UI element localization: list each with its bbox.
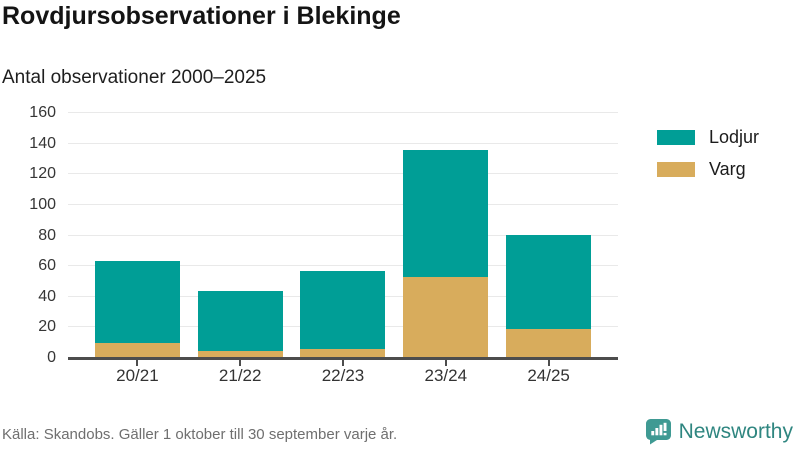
- gridline-120: [68, 173, 618, 175]
- x-axis-line: [68, 357, 618, 360]
- bar-21/22: [197, 291, 283, 357]
- x-axis-ticks: [86, 360, 600, 367]
- gridline-100: [68, 203, 618, 205]
- gridline-80: [68, 234, 618, 236]
- legend-swatch-varg: [657, 162, 695, 177]
- legend-swatch-lodjur: [657, 130, 695, 145]
- y-tick-label-20: 20: [38, 318, 56, 336]
- x-tick-21/22: [189, 360, 292, 367]
- page-title: Rovdjursobservationer i Blekinge: [2, 2, 401, 30]
- bar-slot-22/23: [292, 100, 395, 357]
- newsworthy-logo-icon: [645, 419, 671, 445]
- legend-label: Lodjur: [709, 127, 760, 147]
- x-tick-mark: [341, 360, 344, 366]
- gridline-60: [68, 265, 618, 267]
- bar-segment-varg-23/24: [403, 277, 489, 357]
- bar-segment-lodjur-24/25: [506, 234, 592, 330]
- y-tick-label-0: 0: [47, 349, 56, 366]
- x-tick-label-22/23: 22/23: [321, 366, 365, 385]
- bar-slot-23/24: [394, 100, 497, 357]
- bar-slot-24/25: [497, 100, 600, 357]
- legend: Lodjur Varg: [657, 127, 759, 191]
- bar-20/21: [94, 260, 180, 357]
- x-tick-label-21/22: 21/22: [218, 366, 262, 385]
- chart-subtitle: Antal observationer 2000–2025: [2, 67, 267, 88]
- x-tick-label-23/24: 23/24: [424, 366, 468, 385]
- x-tick-mark: [136, 360, 139, 366]
- bar-segment-varg-21/22: [197, 350, 283, 357]
- bar-segment-lodjur-20/21: [94, 260, 180, 344]
- y-tick-label-160: 160: [29, 104, 56, 121]
- x-tick-mark: [239, 360, 242, 366]
- bar-segment-lodjur-22/23: [300, 271, 386, 350]
- bar-slot-20/21: [86, 100, 189, 357]
- y-tick-label-100: 100: [29, 195, 56, 213]
- x-tick-label-24/25: 24/25: [527, 366, 570, 385]
- y-tick-label-60: 60: [38, 257, 56, 275]
- y-axis-labels: 0 20 40 60 80 100 120 140 160: [0, 100, 56, 366]
- newsworthy-logo-text: Newsworthy: [678, 419, 793, 443]
- x-tick-mark: [547, 360, 550, 366]
- bar-23/24: [403, 150, 489, 357]
- source-note: Källa: Skandobs. Gäller 1 oktober till 3…: [2, 426, 398, 443]
- legend-label: Varg: [709, 159, 746, 179]
- y-tick-label-40: 40: [38, 287, 56, 305]
- bar-slot-21/22: [189, 100, 292, 357]
- bar-segment-varg-22/23: [300, 349, 386, 357]
- gridline-140: [68, 142, 618, 144]
- newsworthy-logo: Newsworthy: [645, 418, 793, 445]
- x-tick-mark: [444, 360, 447, 366]
- bar-segment-varg-20/21: [94, 343, 180, 357]
- gridline-160: [68, 112, 618, 113]
- plot-area: [68, 100, 618, 360]
- x-tick-24/25: [497, 360, 600, 367]
- legend-item-varg: Varg: [657, 159, 759, 180]
- y-tick-label-140: 140: [29, 134, 56, 152]
- x-tick-22/23: [292, 360, 395, 367]
- bar-24/25: [506, 234, 592, 357]
- bar-segment-varg-24/25: [506, 329, 592, 357]
- x-tick-label-20/21: 20/21: [116, 366, 159, 385]
- bar-segment-lodjur-23/24: [403, 150, 489, 278]
- x-tick-23/24: [394, 360, 497, 367]
- bar-22/23: [300, 271, 386, 357]
- x-axis-labels: 20/21 21/22 22/23 23/24 24/25: [86, 366, 600, 386]
- legend-item-lodjur: Lodjur: [657, 127, 759, 148]
- y-tick-label-80: 80: [38, 226, 56, 244]
- x-tick-20/21: [86, 360, 189, 367]
- y-tick-label-120: 120: [29, 165, 56, 183]
- bars-layer: [86, 100, 600, 357]
- bar-segment-lodjur-21/22: [197, 291, 283, 351]
